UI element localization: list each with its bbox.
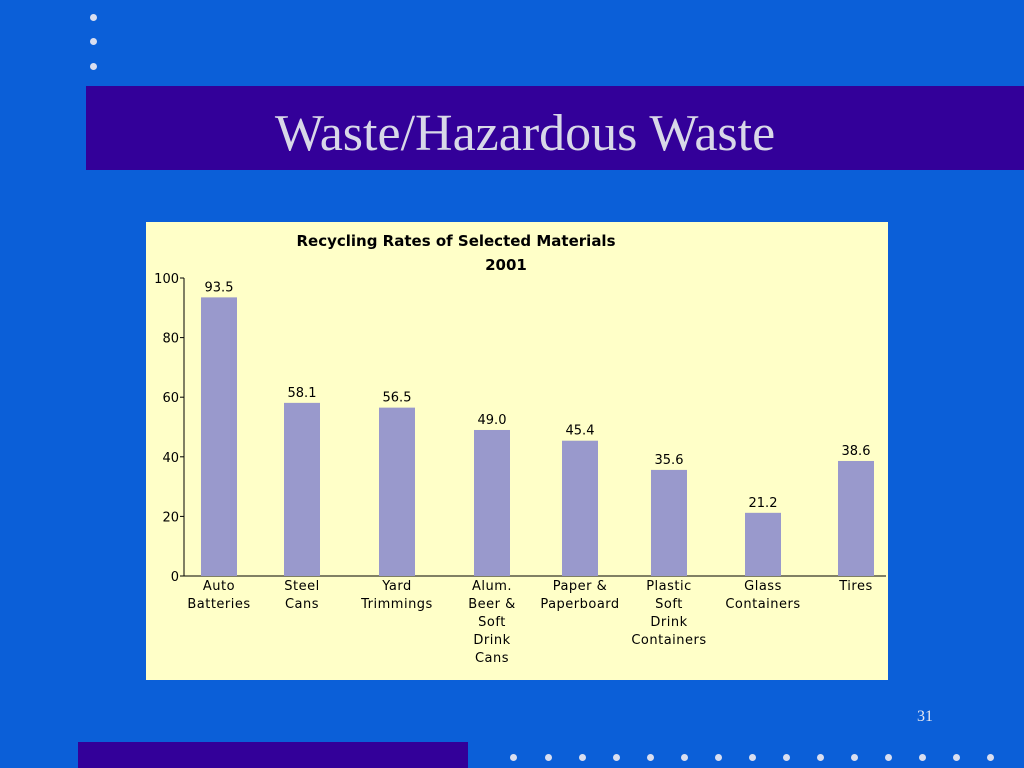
y-tick-label: 40 bbox=[162, 451, 179, 466]
bar bbox=[838, 460, 874, 576]
decorative-dot bbox=[545, 754, 552, 761]
bar bbox=[562, 440, 598, 576]
decorative-dot bbox=[90, 63, 97, 70]
x-category-label: Containers bbox=[631, 633, 706, 648]
bar-value-label: 21.2 bbox=[749, 496, 778, 511]
x-category-label: Drink bbox=[473, 633, 510, 648]
decorative-dot bbox=[510, 754, 517, 761]
bar bbox=[745, 512, 781, 576]
x-category-label: Cans bbox=[285, 597, 319, 612]
slide-number: 31 bbox=[917, 708, 933, 725]
x-category-label: Glass bbox=[744, 579, 782, 594]
x-category-label: Drink bbox=[650, 615, 687, 630]
x-category-label: Soft bbox=[655, 597, 683, 612]
bottom-band bbox=[78, 742, 468, 768]
decorative-dot bbox=[90, 14, 97, 21]
decorative-dot bbox=[851, 754, 858, 761]
decorative-dot bbox=[613, 754, 620, 761]
x-category-label: Auto bbox=[203, 579, 235, 594]
y-tick-label: 20 bbox=[162, 510, 179, 525]
x-category-label: Containers bbox=[725, 597, 800, 612]
bar bbox=[651, 469, 687, 576]
bar-value-label: 58.1 bbox=[288, 386, 317, 401]
bar bbox=[201, 297, 237, 576]
decorative-dot bbox=[987, 754, 994, 761]
decorative-dot bbox=[817, 754, 824, 761]
x-category-label: Steel bbox=[284, 579, 319, 594]
x-category-label: Plastic bbox=[646, 579, 692, 594]
decorative-dot bbox=[579, 754, 586, 761]
bar bbox=[379, 407, 415, 576]
y-tick-label: 100 bbox=[154, 272, 179, 287]
bar bbox=[284, 402, 320, 576]
decorative-dot bbox=[953, 754, 960, 761]
decorative-dot bbox=[919, 754, 926, 761]
decorative-dot bbox=[647, 754, 654, 761]
bar-value-label: 35.6 bbox=[655, 453, 684, 468]
x-category-label: Soft bbox=[478, 615, 506, 630]
y-tick-label: 60 bbox=[162, 391, 179, 406]
x-category-label: Yard bbox=[381, 579, 412, 594]
decorative-dot bbox=[90, 38, 97, 45]
chart-title: Recycling Rates of Selected Materials bbox=[296, 232, 615, 250]
x-category-label: Trimmings bbox=[360, 597, 433, 612]
bar-value-label: 49.0 bbox=[478, 413, 507, 428]
recycling-bar-chart: Recycling Rates of Selected Materials200… bbox=[154, 232, 886, 666]
slide-title: Waste/Hazardous Waste bbox=[274, 105, 776, 162]
x-category-label: Alum. bbox=[472, 579, 512, 594]
chart-subtitle: 2001 bbox=[485, 256, 527, 274]
bar-value-label: 93.5 bbox=[205, 280, 234, 295]
chart-panel: Recycling Rates of Selected Materials 200… bbox=[146, 222, 888, 680]
x-category-label: Paper & bbox=[553, 579, 608, 594]
x-category-label: Batteries bbox=[187, 597, 250, 612]
decorative-dot bbox=[715, 754, 722, 761]
y-tick-label: 0 bbox=[171, 570, 179, 585]
x-category-label: Cans bbox=[475, 651, 509, 666]
bar-value-label: 56.5 bbox=[383, 391, 412, 406]
decorative-dot bbox=[783, 754, 790, 761]
decorative-dot bbox=[749, 754, 756, 761]
x-category-label: Paperboard bbox=[540, 597, 619, 612]
bar-value-label: 38.6 bbox=[842, 444, 871, 459]
bar-value-label: 45.4 bbox=[566, 424, 595, 439]
x-category-label: Beer & bbox=[468, 597, 516, 612]
title-band: Waste/Hazardous Waste bbox=[86, 86, 1024, 170]
decorative-dot bbox=[885, 754, 892, 761]
x-category-label: Tires bbox=[838, 579, 872, 594]
bar bbox=[474, 429, 510, 576]
decorative-dot bbox=[681, 754, 688, 761]
y-tick-label: 80 bbox=[162, 332, 179, 347]
